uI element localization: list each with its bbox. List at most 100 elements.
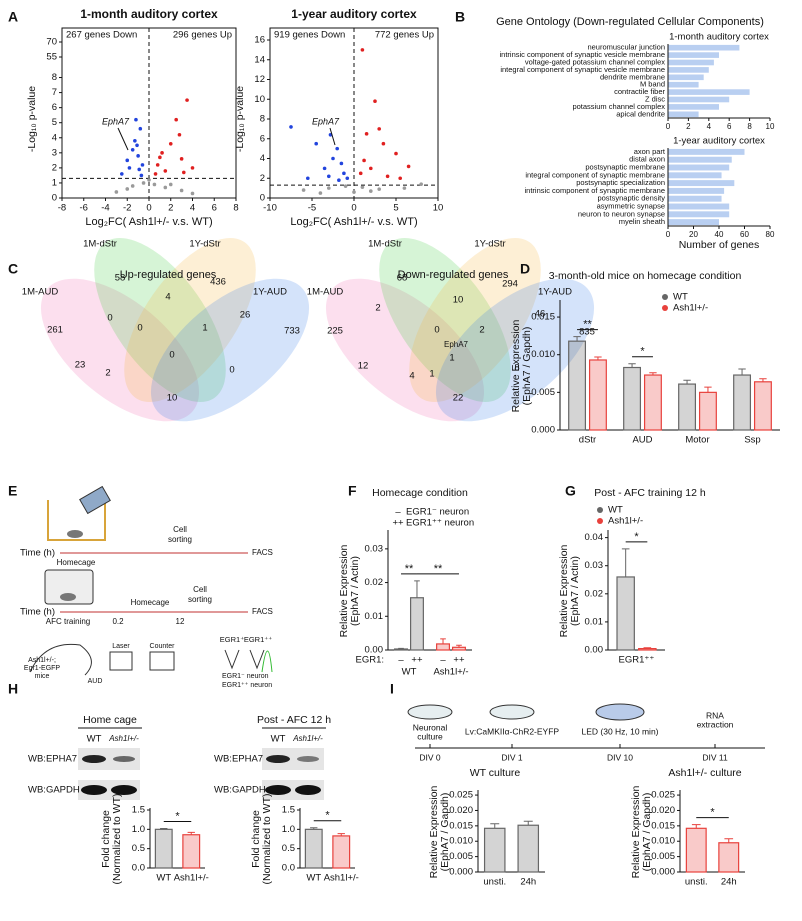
point [177, 132, 182, 137]
error-bar [440, 638, 446, 644]
point [385, 174, 390, 179]
venn-count: 1 [202, 323, 207, 334]
blot [78, 748, 140, 770]
venn-count: 10 [453, 295, 464, 306]
chart-title: Post - AFC training 12 h [594, 487, 706, 499]
bar [668, 203, 730, 210]
point [158, 155, 162, 160]
point [163, 169, 168, 173]
y-tick-label: 4 [52, 132, 57, 143]
y-axis-label: Fold change [100, 810, 112, 868]
y-axis-label: Relative Expression [630, 785, 642, 878]
legend-symbol: – [395, 507, 401, 518]
y-tick-label: 0.025 [449, 790, 473, 801]
bar [698, 391, 717, 431]
venn-count: 0 [107, 313, 112, 324]
venn-shapes [40, 238, 595, 422]
timeline-day: DIV 1 [501, 752, 523, 762]
y-tick-label: 0.015 [449, 820, 473, 831]
y-tick-label: 55 [46, 52, 57, 63]
bar [451, 646, 466, 651]
y-tick-label: 10 [254, 94, 265, 105]
x-tick-label: dStr [579, 435, 596, 446]
bar [588, 359, 607, 431]
category-label: asymmetric synapse [597, 201, 665, 210]
venn-set-label: 1Y-AUD [538, 287, 572, 298]
venn-count: 26 [240, 310, 251, 321]
x-tick-label: 0 [666, 230, 671, 239]
category-label: integral component of synaptic membrane [525, 170, 665, 179]
afc-box [44, 569, 94, 605]
y-tick-label: 6 [260, 133, 265, 144]
y-axis-label: (EphA7 / Gapdh) [641, 793, 653, 872]
venn-set [409, 238, 541, 402]
y-tick-label: 0.01 [585, 616, 604, 627]
category-label: Z disc [645, 94, 665, 103]
y-axis-label: Relative Expression [428, 785, 440, 878]
x-row-title: EGR1: [355, 655, 384, 666]
row-label: WB:GAPDH [28, 785, 80, 796]
y-tick-label: 1.5 [282, 805, 295, 816]
row-label: WB:EPHA7 [28, 754, 77, 765]
bar [623, 366, 642, 431]
laser [109, 651, 133, 671]
x-tick-label: 0 [666, 122, 671, 131]
bar [678, 383, 697, 431]
point [136, 154, 140, 158]
venn-count: 1 [449, 353, 454, 364]
point [174, 117, 178, 122]
y-tick-label: 1.5 [132, 805, 145, 816]
error-bar [456, 644, 462, 648]
point [345, 176, 350, 181]
error-bar [523, 820, 533, 826]
bar [668, 81, 699, 88]
x-tick-label: Ash1l+/- [174, 873, 209, 884]
time-label: Time (h) [20, 548, 55, 559]
venn-count: 12 [358, 361, 369, 372]
venn-count: 4 [165, 292, 170, 303]
category-label: postsynaptic membrane [585, 162, 665, 171]
annotation: 772 genes Up [375, 30, 434, 41]
category-label: dendrite membrane [600, 72, 665, 81]
band [113, 756, 135, 762]
point [135, 143, 139, 148]
blot [262, 748, 324, 770]
mouse [60, 593, 76, 601]
bar [668, 172, 722, 179]
point [373, 99, 377, 104]
bar [668, 111, 699, 118]
point [362, 158, 366, 163]
y-tick-label: 0.020 [651, 805, 675, 816]
category-label: intrinsic component of synaptic vesicle … [500, 50, 666, 59]
y-tick-label: 0.00 [365, 645, 384, 656]
venn-set [435, 278, 595, 422]
point [168, 182, 173, 187]
panel-label: H [8, 681, 18, 697]
error-bar [187, 831, 195, 835]
bar [668, 195, 722, 202]
point [137, 167, 142, 172]
significance-label: * [325, 810, 330, 822]
bar [718, 842, 740, 873]
y-axis-label: (EphA7 / Actin) [569, 556, 581, 626]
annotation: 296 genes Up [173, 30, 232, 41]
y-axis-label: (EphA7 / Gapdh) [439, 793, 451, 872]
point [125, 187, 130, 191]
point [301, 188, 306, 192]
error-bar [490, 823, 500, 829]
y-tick-label: 0.03 [365, 543, 384, 554]
bar [668, 59, 714, 66]
error-bar [573, 336, 581, 342]
point [337, 178, 341, 183]
legend-marker [662, 294, 668, 300]
bar [638, 647, 657, 651]
step-label: FACS [252, 607, 273, 616]
x-tick-label: WT [156, 873, 171, 884]
point [314, 141, 319, 146]
x-tick-label: 10 [433, 203, 444, 214]
venn-count: 58 [115, 273, 126, 284]
y-tick-label: 0.04 [585, 532, 604, 543]
category-label: voltage-gated potassium channel complex [525, 57, 665, 66]
bar [182, 834, 201, 869]
